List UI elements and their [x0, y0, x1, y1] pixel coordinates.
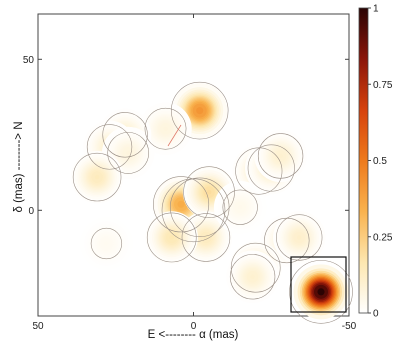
source-blob-contour: [107, 132, 150, 174]
source-blob-contour: [170, 177, 230, 237]
source-blob-contour: [181, 213, 231, 262]
source-blob-contour: [257, 133, 304, 179]
source-blob: [139, 102, 192, 155]
x-tick-label: 50: [32, 321, 44, 332]
source-blob-contour: [276, 214, 323, 261]
colorbar-tick-label: 0.25: [373, 232, 393, 243]
source-blob: [70, 150, 124, 204]
source-blob-contour: [90, 227, 123, 260]
colorbar-tick-label: 1: [373, 4, 379, 15]
colorbar-axis: 0 0.25 0.5 0.75 1: [368, 4, 393, 320]
source-blob-contour: [144, 107, 187, 150]
y-axis-label: δ (mas) --------> N: [13, 121, 25, 212]
source-blob-contour: [86, 124, 133, 170]
source-blob: [254, 129, 307, 183]
source-blob-contour: [247, 144, 295, 192]
source-blob-contour: [171, 81, 229, 140]
y-axis: 50 0: [23, 55, 349, 217]
y-tick-label: 50: [23, 55, 35, 66]
source-blob-contour: [161, 178, 226, 243]
source-blob-contour: [235, 147, 283, 195]
x-axis: 50 0 -50: [32, 14, 357, 332]
source-blob: [145, 211, 198, 264]
source-blob-contour: [183, 166, 235, 218]
colorbar-tick-label: 0.5: [373, 156, 387, 167]
source-blob: [226, 250, 279, 303]
psf-inset-box: [290, 256, 347, 313]
contour-lines: [72, 81, 353, 324]
faint-streak: [167, 124, 182, 147]
colorbar-tick-label: 0: [373, 309, 379, 320]
psf-blob-contour: [289, 260, 353, 324]
y-tick-label: 0: [28, 206, 34, 217]
source-blob-contour: [229, 254, 276, 300]
colorbar: [358, 7, 369, 314]
x-tick-label: -50: [342, 321, 357, 332]
source-blob-contour: [102, 112, 148, 158]
psf-blob: [293, 264, 349, 320]
source-blob: [213, 181, 267, 234]
x-axis-label: E <-------- α (mas): [148, 329, 239, 341]
source-blob-contour: [230, 242, 281, 293]
x-tick-label: 0: [191, 321, 197, 332]
heatmap-image: [70, 83, 349, 320]
source-blob: [80, 217, 133, 270]
source-blob-contour: [146, 212, 197, 263]
source-blob-contour: [222, 189, 258, 225]
source-blob-contour: [72, 152, 122, 202]
colorbar-tick-label: 0.75: [373, 80, 393, 91]
source-blob-contour: [153, 176, 210, 233]
